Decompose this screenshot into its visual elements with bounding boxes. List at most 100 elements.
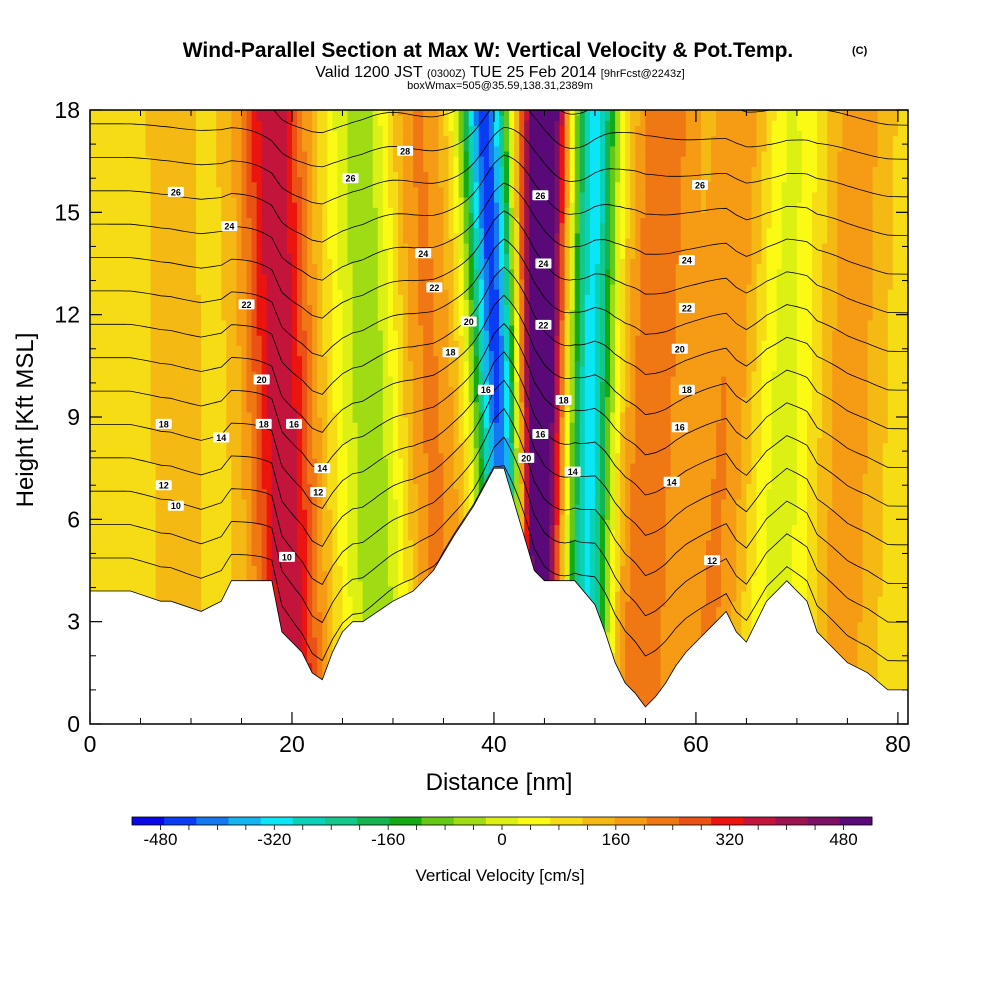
field-cell <box>120 458 126 464</box>
field-cell <box>156 146 162 152</box>
field-cell <box>135 279 141 285</box>
field-cell <box>130 299 136 305</box>
field-cell <box>161 366 167 372</box>
field-cell <box>110 443 116 449</box>
field-cell <box>277 207 283 213</box>
field-cell <box>247 161 253 167</box>
field-cell <box>277 366 283 372</box>
field-cell <box>181 171 187 177</box>
field-cell <box>110 524 116 530</box>
field-cell <box>226 381 232 387</box>
field-cell <box>120 269 126 275</box>
field-cell <box>181 519 187 525</box>
field-cell <box>151 279 157 285</box>
field-cell <box>115 530 121 536</box>
field-cell <box>146 315 152 321</box>
field-cell <box>226 110 232 116</box>
field-cell <box>241 269 247 275</box>
field-cell <box>267 550 273 556</box>
field-cell <box>191 448 197 454</box>
field-cell <box>272 386 278 392</box>
field-cell <box>156 274 162 280</box>
field-cell <box>287 248 293 254</box>
field-cell <box>211 350 217 356</box>
field-cell <box>130 110 136 116</box>
field-cell <box>297 581 303 587</box>
field-cell <box>146 166 152 172</box>
field-cell <box>206 243 212 249</box>
field-cell <box>292 458 298 464</box>
field-cell <box>262 350 268 356</box>
field-cell <box>130 248 136 254</box>
field-cell <box>176 156 182 162</box>
field-cell <box>135 494 141 500</box>
field-cell <box>241 233 247 239</box>
field-cell <box>161 274 167 280</box>
field-cell <box>262 279 268 285</box>
field-cell <box>277 407 283 413</box>
field-cell <box>90 141 96 147</box>
field-cell <box>105 361 111 367</box>
field-cell <box>262 412 268 418</box>
field-cell <box>196 156 202 162</box>
field-cell <box>95 468 101 474</box>
field-cell <box>252 535 258 541</box>
field-cell <box>201 478 207 484</box>
field-cell <box>231 530 237 536</box>
field-cell <box>211 120 217 126</box>
field-cell <box>206 432 212 438</box>
field-cell <box>272 182 278 188</box>
field-cell <box>221 315 227 321</box>
field-cell <box>267 243 273 249</box>
field-cell <box>277 376 283 382</box>
field-cell <box>125 299 131 305</box>
field-cell <box>221 187 227 193</box>
field-cell <box>156 514 162 520</box>
field-cell <box>105 376 111 382</box>
field-cell <box>176 310 182 316</box>
field-cell <box>161 202 167 208</box>
field-cell <box>292 391 298 397</box>
field-cell <box>216 586 222 592</box>
field-cell <box>166 397 172 403</box>
field-cell <box>151 110 157 116</box>
field-cell <box>211 304 217 310</box>
field-cell <box>140 350 146 356</box>
field-cell <box>156 238 162 244</box>
field-cell <box>186 248 192 254</box>
field-cell <box>201 601 207 607</box>
field-cell <box>125 146 131 152</box>
field-cell <box>287 130 293 136</box>
field-cell <box>292 284 298 290</box>
field-cell <box>287 315 293 321</box>
field-cell <box>181 412 187 418</box>
field-cell <box>206 217 212 223</box>
field-cell <box>277 473 283 479</box>
field-cell <box>130 381 136 387</box>
field-cell <box>292 453 298 459</box>
field-cell <box>191 514 197 520</box>
field-cell <box>125 279 131 285</box>
field-cell <box>196 581 202 587</box>
field-cell <box>146 443 152 449</box>
field-cell <box>297 499 303 505</box>
field-cell <box>166 376 172 382</box>
field-cell <box>292 463 298 469</box>
field-cell <box>211 540 217 546</box>
field-cell <box>211 182 217 188</box>
field-cell <box>171 136 177 142</box>
field-cell <box>166 386 172 392</box>
field-cell <box>151 565 157 571</box>
field-cell <box>252 499 258 505</box>
field-cell <box>226 146 232 152</box>
field-cell <box>191 325 197 331</box>
field-cell <box>156 555 162 561</box>
field-cell <box>236 166 242 172</box>
field-cell <box>110 141 116 147</box>
field-cell <box>176 386 182 392</box>
field-cell <box>166 402 172 408</box>
field-cell <box>90 125 96 131</box>
field-cell <box>282 596 288 602</box>
field-cell <box>90 243 96 249</box>
field-cell <box>226 284 232 290</box>
